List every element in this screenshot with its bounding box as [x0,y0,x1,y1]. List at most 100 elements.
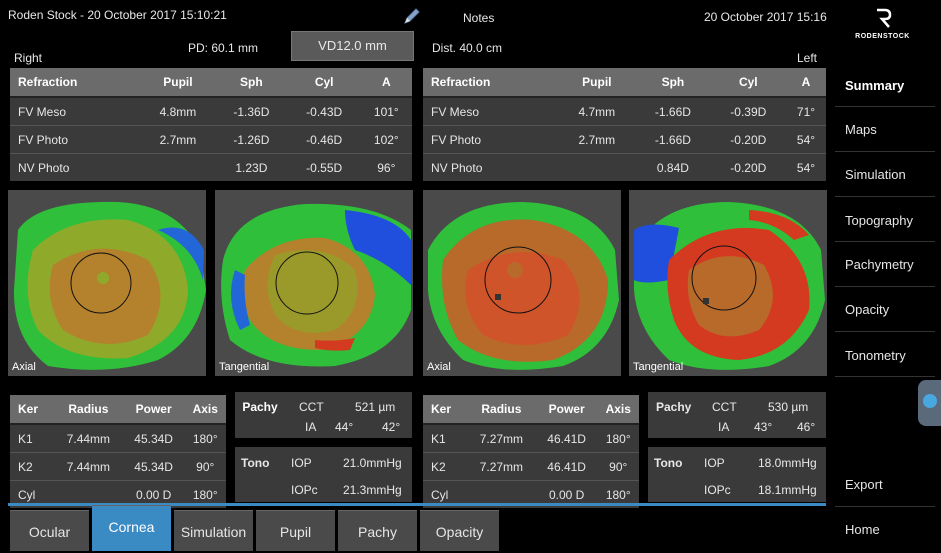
export-button[interactable]: Export [835,462,935,507]
table-header-row: Ker Radius Power Axis [423,395,639,425]
window-title: Roden Stock - 20 October 2017 15:10:21 [8,8,227,22]
cct-value: 530 µm [768,400,809,414]
col-pupil: Pupil [140,68,215,98]
table-row: FV Photo 2.7mm -1.26D -0.46D 102° [10,125,412,154]
cyl-cell: -0.46D [287,125,361,154]
ia-value-1: 44° [335,420,354,434]
row-label: K1 [10,423,54,453]
left-tangential-map[interactable]: Tangential [629,190,827,376]
map-label: Axial [427,361,451,373]
iopc-label: IOPc [291,483,318,497]
pachy-label: Pachy [656,400,692,414]
sidebar-item-summary[interactable]: Summary [835,64,935,107]
axis-cell: 54° [786,125,826,154]
col-axis: Axis [184,395,226,425]
left-axial-map[interactable]: Axial [423,190,621,376]
pachy-label: Pachy [235,392,285,438]
sph-cell: 1.23D [214,153,288,181]
tab-simulation[interactable]: Simulation [174,510,253,551]
col-ker: Ker [423,395,467,425]
tab-cornea[interactable]: Cornea [92,505,171,551]
sph-cell: 0.84D [635,153,711,181]
sidebar-item-label: Topography [845,213,913,228]
cyl-cell: -0.43D [287,96,361,126]
iop-value: 18.0mmHg [758,456,817,470]
table-header-row: Refraction Pupil Sph Cyl A [423,68,826,98]
ia-value-2: 42° [382,420,401,434]
col-axis: Axis [597,395,639,425]
col-axis: A [360,68,412,98]
radius-cell: 7.44mm [54,423,123,453]
ia-value-2: 46° [797,420,816,434]
row-label: FV Meso [423,96,559,126]
col-refraction: Refraction [423,68,559,98]
table-row: K1 7.27mm 46.41D 180° [423,423,639,453]
sph-cell: -1.26D [214,125,288,154]
iopc-label: IOPc [704,483,731,497]
cct-value: 521 µm [355,400,396,414]
row-label: K2 [10,452,54,481]
iopc-value: 18.1mmHg [758,483,817,497]
right-tangential-map[interactable]: Tangential [215,190,413,376]
tono-label: Tono [654,456,683,470]
col-cyl: Cyl [710,68,787,98]
table-row: K1 7.44mm 45.34D 180° [10,423,226,453]
vd-button[interactable]: VD12.0 mm [291,31,414,61]
notes-label[interactable]: Notes [463,11,495,25]
col-radius: Radius [467,395,536,425]
table-row: FV Meso 4.7mm -1.66D -0.39D 71° [423,96,826,126]
tono-panel-left: Tono IOP 18.0mmHg IOPc 18.1mmHg [648,447,826,502]
tono-label: Tono [241,456,270,470]
map-label: Axial [12,361,36,373]
cyl-cell: -0.39D [710,96,787,126]
sidebar-item-pachymetry[interactable]: Pachymetry [835,242,935,287]
keratometry-table-right: Ker Radius Power Axis K1 7.44mm 45.34D 1… [10,395,226,508]
row-label: FV Photo [10,125,141,154]
axis-cell: 101° [360,96,412,126]
tab-pupil[interactable]: Pupil [256,510,335,551]
pachy-panel-left: Pachy CCT 530 µm IA 43° 46° [648,392,826,438]
pupil-cell [558,153,636,181]
col-refraction: Refraction [10,68,141,98]
refraction-table-left: Refraction Pupil Sph Cyl A FV Meso 4.7mm… [423,68,826,181]
home-button[interactable]: Home [835,507,935,551]
table-row: FV Photo 2.7mm -1.66D -0.20D 54° [423,125,826,154]
pupil-cell [140,153,215,181]
side-panel-tab-icon[interactable] [918,380,941,426]
pupil-cell: 2.7mm [140,125,215,154]
cct-label: CCT [299,400,324,414]
col-radius: Radius [54,395,123,425]
col-power: Power [535,395,598,425]
sidebar-item-tonometry[interactable]: Tonometry [835,332,935,377]
tab-underline [8,503,826,506]
sidebar-item-topography[interactable]: Topography [835,197,935,242]
table-row: NV Photo 1.23D -0.55D 96° [10,153,412,181]
pencil-icon[interactable] [402,6,422,26]
axis-cell: 96° [360,153,412,181]
tab-pachy[interactable]: Pachy [338,510,417,551]
row-label: NV Photo [10,153,141,181]
col-cyl: Cyl [287,68,361,98]
power-cell: 45.34D [122,452,185,481]
axis-cell: 180° [184,423,226,453]
sidebar-item-opacity[interactable]: Opacity [835,287,935,332]
sidebar-item-simulation[interactable]: Simulation [835,152,935,197]
sidebar-item-label: Maps [845,122,877,137]
table-row: NV Photo 0.84D -0.20D 54° [423,153,826,181]
row-label: K2 [423,452,467,481]
tab-ocular[interactable]: Ocular [10,510,89,551]
row-label: FV Photo [423,125,559,154]
iopc-value: 21.3mmHg [343,483,402,497]
sidebar-item-label: Simulation [845,167,906,182]
refraction-table-right: Refraction Pupil Sph Cyl A FV Meso 4.8mm… [10,68,412,181]
cyl-cell: -0.55D [287,153,361,181]
row-label: K1 [423,423,467,453]
ia-value-1: 43° [754,420,773,434]
pd-value: PD: 60.1 mm [188,41,259,55]
col-power: Power [122,395,185,425]
tab-opacity[interactable]: Opacity [420,510,499,551]
sidebar-item-maps[interactable]: Maps [835,107,935,152]
right-axial-map[interactable]: Axial [8,190,206,376]
cct-label: CCT [712,400,737,414]
cyl-cell: -0.20D [710,125,787,154]
